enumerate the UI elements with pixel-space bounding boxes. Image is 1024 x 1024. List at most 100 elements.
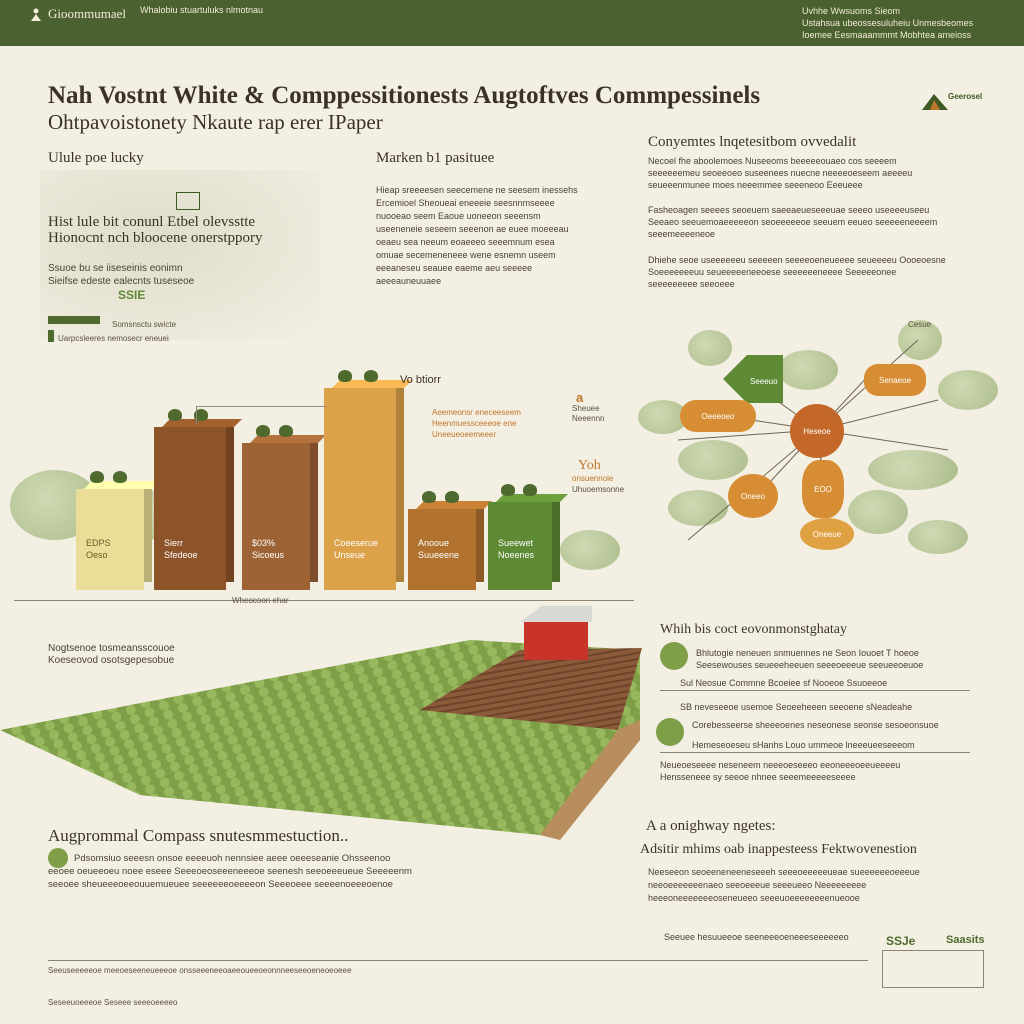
logo: Geerosel xyxy=(920,90,994,112)
bar-top-label: Vo btiorr xyxy=(400,374,441,386)
network-node-label: Oeeeoeo xyxy=(701,411,735,421)
tree-icon xyxy=(364,370,378,382)
bar-label: Sueewet xyxy=(498,538,534,548)
barn-roof xyxy=(520,606,592,622)
tree-icon xyxy=(113,471,127,483)
lower-right-row3a: Neueoeseeee neseneem neeeoeseeeo eeoneee… xyxy=(660,760,901,770)
bar-side xyxy=(226,419,234,582)
bar-sublabel: Oeso xyxy=(86,550,108,560)
figure-icon xyxy=(30,8,42,21)
middle-heading: Marken b1 pasituee xyxy=(376,150,495,166)
bar-label: Sierr xyxy=(164,538,184,548)
bar-face xyxy=(154,427,226,590)
bar-D: Coeeserue Unseue xyxy=(324,370,412,590)
bush-decoration xyxy=(678,440,748,480)
tree-icon xyxy=(338,370,352,382)
bar-label: Coeeserue xyxy=(334,538,379,548)
barn-icon xyxy=(524,620,588,660)
brand-name: Gioommumael xyxy=(48,6,126,21)
left-heading: Ulule poe lucky xyxy=(48,150,144,166)
bar-face xyxy=(76,489,144,590)
right-heading: Conyemtes lnqetesitbom ovvedalit xyxy=(648,134,857,150)
bush-decoration xyxy=(898,320,942,360)
orange-note-2: Heenmuessceeeoe ene xyxy=(432,419,517,428)
network-node-label: EOO xyxy=(814,484,832,494)
network-center-node: Heseoe xyxy=(790,404,844,458)
left-line-2: Sieifse edeste ealecnts tuseseoe xyxy=(48,276,195,287)
bar-label: $03% xyxy=(252,538,276,548)
lower-right-row2a: SB neveseeoe usemoe Seoeeheeen seeoene s… xyxy=(680,702,913,712)
network-node-label: Oneeue xyxy=(812,529,842,539)
farm-field-svg xyxy=(0,640,642,840)
logo-label: Geerosel xyxy=(948,92,983,101)
bar-sublabel: Sicoeus xyxy=(252,550,285,560)
left-green-bar xyxy=(48,316,100,324)
tree-icon xyxy=(279,425,293,437)
lower-right-row3b: Hensseneee sy seeoe nhnee seeemeeeeeseee… xyxy=(660,772,856,782)
network-node-label: Oneeo xyxy=(740,491,766,501)
bottom-right-heading-1: A a onighway ngetes: xyxy=(646,818,776,834)
leaf-badge-icon xyxy=(656,718,684,746)
header-caption-right-3: Ioemee Eesmaaammmt Mobhtea ameioss xyxy=(802,30,972,40)
left-subheading-1: Hist lule bit conunl Etbel olevsstte xyxy=(48,214,256,230)
bar-E: Anooue Suueeene xyxy=(408,491,492,590)
network-center-label: Heseoe xyxy=(803,426,831,436)
bar-A: EDPS Oeso xyxy=(76,471,160,590)
tree-icon xyxy=(523,484,537,496)
a-sub-2: Neeennn xyxy=(572,414,605,423)
bottom-right-footer-line: Seeuee hesuueeoe seeneeeoeneeeseeeeeeo xyxy=(664,932,849,942)
left-cloud xyxy=(40,170,320,340)
network-node: Oneeo xyxy=(728,474,778,518)
left-badge: SSIE xyxy=(118,288,146,302)
bar-chart: EDPS Oeso Sierr Sfedeoe $03% Sicoeus Coeeserue… xyxy=(0,330,640,601)
tree-icon xyxy=(445,491,459,503)
left-subheading-2: Hionocnt nch bloocene onerstppory xyxy=(48,230,263,246)
bar-sublabel: Noeenes xyxy=(498,550,535,560)
leaf-logo-icon xyxy=(922,94,948,110)
bush-decoration xyxy=(778,350,838,390)
network-node: EOO xyxy=(802,460,844,518)
left-green-tab xyxy=(48,330,54,342)
bar-face xyxy=(324,388,396,590)
bush-decoration xyxy=(868,450,958,490)
lower-right-row1b: Seesewouses seueeeheeuen seeeoeeeue seeu… xyxy=(696,660,924,670)
tree-icon xyxy=(168,409,182,421)
bar-side xyxy=(310,435,318,582)
footer-line-1: Seeuseeeeeoe meeoeseeneueeeoe onsseeenee… xyxy=(48,966,352,975)
divider xyxy=(660,752,970,753)
lower-right-heading: Whih bis coct eovonmonstghatay xyxy=(660,622,848,637)
divider xyxy=(660,690,970,691)
page-title: Nah Vostnt White & Comppessitionests Aug… xyxy=(48,82,761,109)
bar-label: EDPS xyxy=(86,538,111,548)
lower-right-row1c: Sul Neosue Commne Bcoeiee sf Nooeoe Ssuo… xyxy=(680,678,888,688)
bottom-left-heading: Augprommal Compass snutesmmestuction.. xyxy=(48,826,349,845)
farm-field-illustration xyxy=(0,600,650,840)
bar-B: Sierr Sfedeoe xyxy=(154,409,242,590)
network-node: Oeeeoeo xyxy=(680,400,756,432)
page-subtitle: Ohtpavoistonety Nkaute rap erer IPaper xyxy=(48,110,383,134)
right-paragraph-2: Fasheoagen seeees seoeuem saeeaeueseeeua… xyxy=(648,205,938,239)
header-caption-right-2: Ustahsua ubeossesuluheiu Unmesbeomes xyxy=(802,18,974,28)
lower-right-row1a: Bhlutogie neneuen snmuennes ne Seon Iouo… xyxy=(696,648,919,658)
bar-face xyxy=(488,502,552,590)
yoh-sub-2: Uhuoemsonne xyxy=(572,485,625,494)
bush-decoration xyxy=(848,490,908,534)
bottom-right-heading-2: Adsitir mhims oab inappesteess Fektwoven… xyxy=(640,842,917,857)
bush-decoration xyxy=(688,330,732,366)
yoh-sub-1: onsuennoie xyxy=(572,474,614,483)
bar-side xyxy=(552,494,560,582)
a-label: a xyxy=(576,390,584,405)
orange-note-3: Uneeueoeemeeer xyxy=(432,430,497,439)
bar-F: Sueewet Noeenes xyxy=(488,484,568,590)
left-footnote-1: Somsnsctu swicte xyxy=(112,320,177,329)
a-sub-1: Sheuee xyxy=(572,404,600,413)
bush-decoration xyxy=(668,490,728,526)
lower-right-row2c: Hemeseoeseu sHanhs Louo ummeoe lneeeuees… xyxy=(692,740,915,750)
lower-left-line-1: Nogtsenoe tosmeansscouoe xyxy=(48,643,175,654)
bottom-right-paragraph: Neeseeon seoeeneneeneseeeh seeeoeeeeeuea… xyxy=(648,867,920,903)
bush-decoration xyxy=(638,400,688,434)
stamp-box xyxy=(882,950,984,988)
bar-C: $03% Sicoeus xyxy=(242,425,326,590)
bar-face xyxy=(408,509,476,590)
leaf-badge-icon xyxy=(660,642,688,670)
